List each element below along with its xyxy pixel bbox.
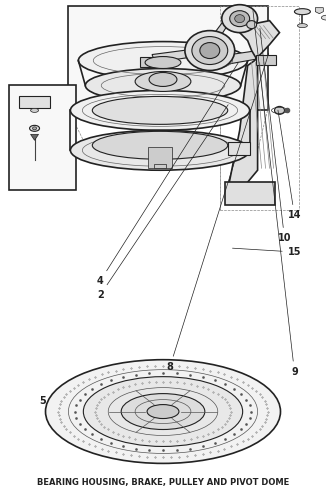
Ellipse shape <box>145 56 181 68</box>
Polygon shape <box>212 6 251 40</box>
Text: 8: 8 <box>166 53 269 372</box>
Ellipse shape <box>298 24 307 28</box>
Polygon shape <box>140 56 160 66</box>
Bar <box>220 6 300 210</box>
Ellipse shape <box>83 376 243 446</box>
Ellipse shape <box>294 8 310 14</box>
Ellipse shape <box>147 404 179 418</box>
Ellipse shape <box>70 130 250 170</box>
Text: 3: 3 <box>0 499 1 500</box>
Ellipse shape <box>247 20 257 28</box>
Text: 5: 5 <box>39 396 46 406</box>
Polygon shape <box>228 142 250 156</box>
Ellipse shape <box>70 90 250 130</box>
Text: 2: 2 <box>97 104 228 300</box>
Ellipse shape <box>200 42 220 58</box>
Text: 6: 6 <box>0 499 1 500</box>
Ellipse shape <box>30 108 39 112</box>
Bar <box>9 86 77 190</box>
Polygon shape <box>152 36 206 62</box>
Bar <box>154 164 166 168</box>
Polygon shape <box>225 182 275 205</box>
Polygon shape <box>30 134 39 140</box>
Text: 15: 15 <box>232 247 301 257</box>
Text: 13: 13 <box>0 499 1 500</box>
Ellipse shape <box>92 96 228 124</box>
Text: 1: 1 <box>0 499 1 500</box>
Polygon shape <box>228 20 280 192</box>
Ellipse shape <box>78 42 248 80</box>
Polygon shape <box>148 148 172 168</box>
Text: 10: 10 <box>260 28 291 243</box>
Ellipse shape <box>149 72 177 86</box>
Ellipse shape <box>321 15 327 20</box>
Polygon shape <box>212 50 260 64</box>
Text: BEARING HOUSING, BRAKE, PULLEY AND PIVOT DOME: BEARING HOUSING, BRAKE, PULLEY AND PIVOT… <box>37 478 289 488</box>
Ellipse shape <box>275 106 284 114</box>
Text: 14: 14 <box>278 110 301 220</box>
Text: 12: 12 <box>0 499 1 500</box>
Polygon shape <box>256 54 276 64</box>
Ellipse shape <box>235 14 245 22</box>
Ellipse shape <box>92 132 228 160</box>
Bar <box>68 6 267 110</box>
Ellipse shape <box>33 127 37 130</box>
Ellipse shape <box>121 394 205 430</box>
Ellipse shape <box>135 72 191 92</box>
Text: 7: 7 <box>0 499 1 500</box>
Text: 9: 9 <box>253 10 298 376</box>
Ellipse shape <box>222 4 258 32</box>
Text: 4: 4 <box>97 63 238 286</box>
Bar <box>19 96 50 108</box>
Ellipse shape <box>185 30 235 70</box>
Ellipse shape <box>192 36 228 64</box>
Text: 11: 11 <box>0 499 1 500</box>
Ellipse shape <box>85 68 241 102</box>
Polygon shape <box>315 8 323 14</box>
Ellipse shape <box>230 10 250 26</box>
Ellipse shape <box>45 360 281 464</box>
Ellipse shape <box>29 126 40 132</box>
